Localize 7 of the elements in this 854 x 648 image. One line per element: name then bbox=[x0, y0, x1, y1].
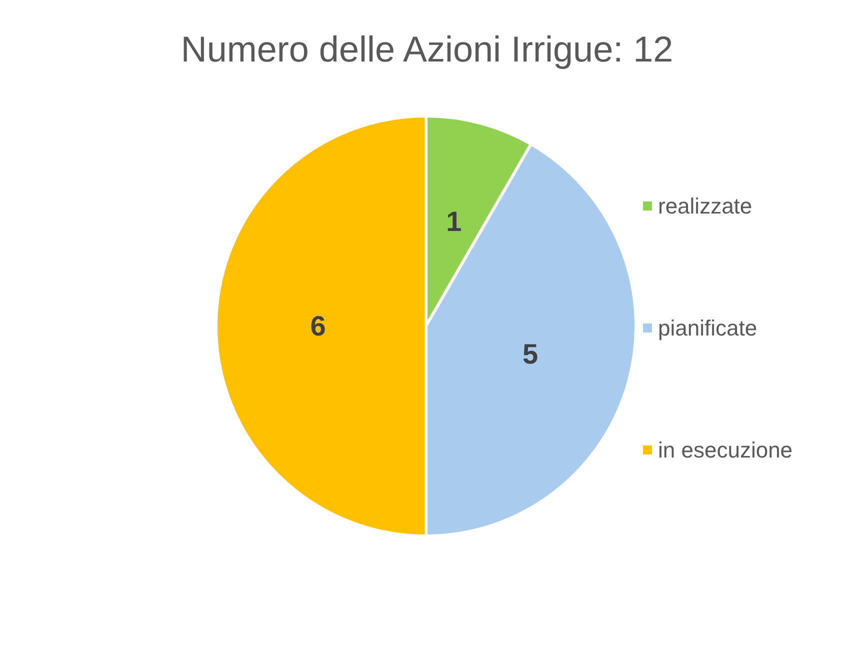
data-label: 1 bbox=[446, 206, 462, 238]
legend-label: in esecuzione bbox=[658, 438, 793, 462]
legend-label: realizzate bbox=[658, 194, 752, 218]
chart-title: Numero delle Azioni Irrigue: 12 bbox=[180, 28, 674, 70]
data-label: 5 bbox=[522, 338, 538, 370]
legend-label: pianificate bbox=[658, 316, 758, 340]
data-label: 6 bbox=[310, 310, 326, 342]
